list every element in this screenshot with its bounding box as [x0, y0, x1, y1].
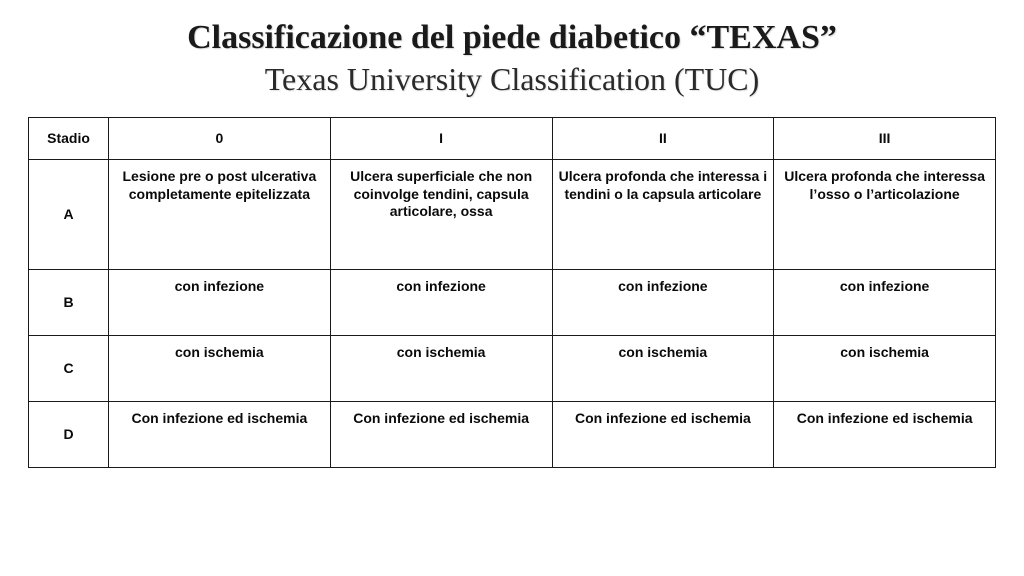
- cell-b-ii: con infezione: [552, 270, 774, 336]
- cell-d-i: Con infezione ed ischemia: [330, 402, 552, 468]
- table-header-row: Stadio 0 I II III: [29, 117, 996, 160]
- table-row: C con ischemia con ischemia con ischemia…: [29, 336, 996, 402]
- table-row: B con infezione con infezione con infezi…: [29, 270, 996, 336]
- title-block: Classificazione del piede diabetico “TEX…: [28, 18, 996, 99]
- cell-a-ii: Ulcera profonda che interessa i tendini …: [552, 160, 774, 270]
- col-header-ii: II: [552, 117, 774, 160]
- table-row: A Lesione pre o post ulcerativa completa…: [29, 160, 996, 270]
- cell-a-i: Ulcera superficiale che non coinvolge te…: [330, 160, 552, 270]
- cell-c-ii: con ischemia: [552, 336, 774, 402]
- table-row: D Con infezione ed ischemia Con infezion…: [29, 402, 996, 468]
- cell-b-0: con infezione: [109, 270, 331, 336]
- row-label-c: C: [29, 336, 109, 402]
- cell-a-iii: Ulcera profonda che interessa l’osso o l…: [774, 160, 996, 270]
- cell-d-ii: Con infezione ed ischemia: [552, 402, 774, 468]
- cell-b-i: con infezione: [330, 270, 552, 336]
- cell-b-iii: con infezione: [774, 270, 996, 336]
- col-header-i: I: [330, 117, 552, 160]
- row-label-a: A: [29, 160, 109, 270]
- classification-table: Stadio 0 I II III A Lesione pre o post u…: [28, 117, 996, 469]
- cell-a-0: Lesione pre o post ulcerativa completame…: [109, 160, 331, 270]
- title-main: Classificazione del piede diabetico “TEX…: [28, 18, 996, 59]
- cell-c-i: con ischemia: [330, 336, 552, 402]
- row-label-b: B: [29, 270, 109, 336]
- title-sub: Texas University Classification (TUC): [28, 59, 996, 99]
- cell-d-0: Con infezione ed ischemia: [109, 402, 331, 468]
- row-label-d: D: [29, 402, 109, 468]
- cell-c-0: con ischemia: [109, 336, 331, 402]
- cell-d-iii: Con infezione ed ischemia: [774, 402, 996, 468]
- col-header-iii: III: [774, 117, 996, 160]
- col-header-stadio: Stadio: [29, 117, 109, 160]
- cell-c-iii: con ischemia: [774, 336, 996, 402]
- col-header-0: 0: [109, 117, 331, 160]
